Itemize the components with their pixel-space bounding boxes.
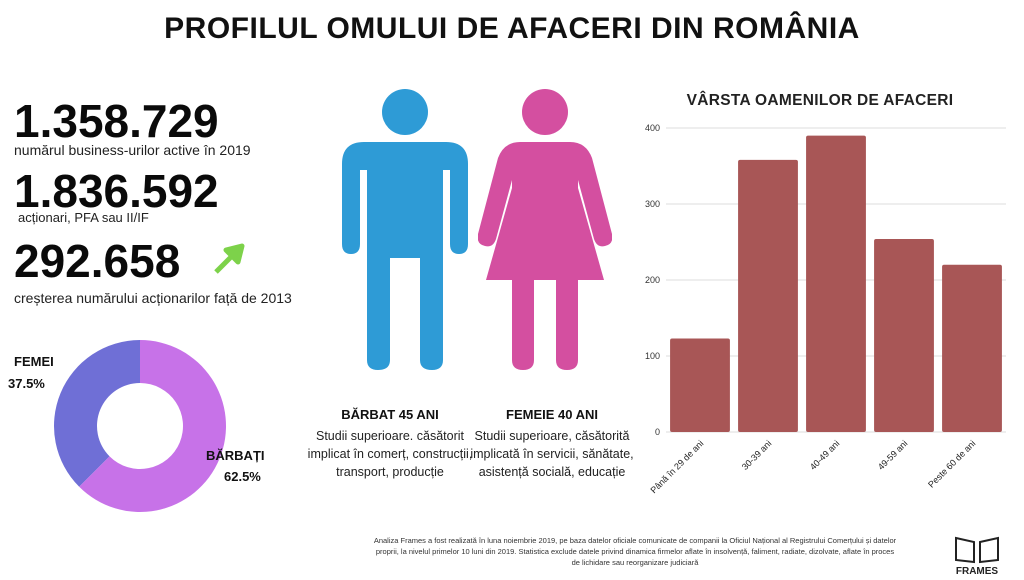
stat-active-businesses: 1.358.729: [14, 95, 219, 147]
footnote-line: proprii, la nivelul primelor 10 luni din…: [375, 547, 895, 556]
man-profile-line: transport, producție: [336, 465, 444, 479]
footnote: Analiza Frames a fost realizată în luna …: [325, 535, 945, 568]
stat-shareholders-caption: acționari, PFA sau II/IF: [18, 210, 149, 225]
men-label: BĂRBAȚI: [206, 448, 265, 463]
age-chart-title: VÂRSTA OAMENILOR DE AFACERI: [686, 92, 954, 109]
svg-text:FRAMES: FRAMES: [956, 566, 999, 576]
x-tick-label: 49-59 ani: [876, 438, 910, 472]
woman-profile-heading: FEMEIE 40 ANI: [506, 407, 598, 422]
donut-slice-women: [53, 340, 140, 487]
y-tick-label: 200: [645, 275, 660, 285]
donut-slice-men: [79, 340, 226, 512]
x-tick-label: 30-39 ani: [740, 438, 774, 472]
bar: [806, 135, 866, 432]
bar: [874, 238, 934, 432]
women-label: FEMEI: [14, 354, 54, 369]
footnote-line: de lichidare sau reorganizare judiciară: [571, 558, 699, 567]
man-profile-caption: BĂRBAT 45 ANI Studii superioare. căsător…: [290, 406, 490, 481]
woman-icon: [478, 89, 612, 370]
man-profile-line: Studii superioare. căsătorit: [316, 429, 464, 443]
y-tick-label: 300: [645, 199, 660, 209]
y-tick-label: 100: [645, 351, 660, 361]
up-arrow-icon: [214, 243, 245, 274]
stat-active-businesses-caption: numărul business-urilor active în 2019: [14, 142, 251, 158]
woman-profile-caption: FEMEIE 40 ANI Studii superioare, căsător…: [468, 406, 636, 481]
stat-shareholders: 1.836.592: [14, 165, 219, 217]
man-profile-heading: BĂRBAT 45 ANI: [341, 407, 439, 422]
woman-profile-line: Studii superioare, căsătorită: [474, 429, 630, 443]
footnote-line: Analiza Frames a fost realizată în luna …: [373, 536, 897, 545]
man-icon: [342, 89, 468, 370]
gender-donut-chart: [40, 326, 240, 526]
y-tick-label: 0: [655, 427, 660, 437]
x-tick-label: Peste 60 de ani: [926, 438, 977, 489]
bar: [738, 159, 798, 433]
x-tick-label: Până în 29 de ani: [648, 438, 705, 495]
age-bar-chart: 0 100 200 300 400 Până în 29 de ani 30-39 ani 4…: [645, 123, 1006, 495]
women-percent: 37.5%: [8, 376, 45, 391]
woman-profile-line: asistență socială, educație: [478, 465, 626, 479]
y-tick-label: 400: [645, 123, 660, 133]
x-tick-label: 40-49 ani: [808, 438, 842, 472]
bar: [942, 264, 1002, 432]
bar: [670, 338, 730, 432]
frames-logo: FRAMES: [955, 536, 999, 576]
men-percent: 62.5%: [224, 469, 261, 484]
page-title: PROFILUL OMULUI DE AFACERI DIN ROMÂNIA: [164, 12, 860, 45]
woman-profile-line: implicată în servicii, sănătate,: [470, 447, 634, 461]
man-profile-line: implicat în comerț, construcții,: [307, 447, 473, 461]
stat-growth: 292.658: [14, 235, 181, 287]
stat-growth-caption: creșterea numărului acționarilor față de…: [14, 290, 292, 306]
